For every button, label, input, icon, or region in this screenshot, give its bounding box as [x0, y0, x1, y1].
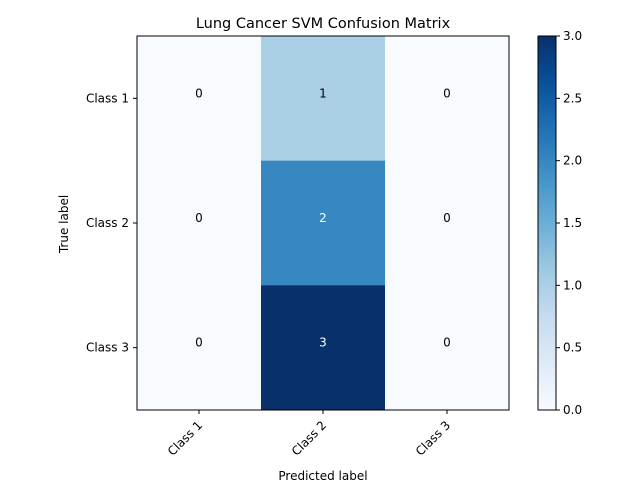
matrix-cell [385, 36, 510, 162]
matrix-cell [261, 160, 386, 286]
cell-value-label: 0 [443, 86, 451, 100]
colorbar-tick-label: 1.5 [563, 216, 582, 230]
matrix-cell [137, 285, 262, 411]
colorbar-tick-label: 0.5 [563, 341, 582, 355]
y-axis-label: True label [57, 195, 71, 254]
cell-value-label: 0 [195, 86, 203, 100]
matrix-cell [261, 285, 386, 411]
x-tick-label: Class 1 [165, 418, 205, 458]
colorbar: 0.0 0.5 1.0 1.5 2.0 2.5 3.0 [537, 29, 582, 417]
cell-value-label: 1 [319, 86, 327, 100]
matrix-cell [137, 36, 262, 162]
cell-value-label: 0 [195, 336, 203, 350]
matrix-cells: 0 1 0 0 2 0 0 3 0 [137, 36, 510, 411]
y-axis-ticks: Class 1 Class 2 Class 3 [86, 91, 137, 355]
matrix-cell [385, 160, 510, 286]
x-tick-label: Class 3 [413, 418, 453, 458]
x-tick-label: Class 2 [289, 418, 329, 458]
cell-value-label: 0 [443, 336, 451, 350]
cell-value-label: 0 [195, 211, 203, 225]
colorbar-tick-label: 1.0 [563, 278, 582, 292]
colorbar-gradient [537, 35, 557, 411]
matrix-cell [137, 160, 262, 286]
y-tick-label: Class 2 [86, 216, 129, 230]
cell-value-label: 0 [443, 211, 451, 225]
x-axis-label: Predicted label [278, 469, 367, 480]
y-tick-label: Class 1 [86, 91, 129, 105]
colorbar-tick-label: 2.5 [563, 91, 582, 105]
cell-value-label: 2 [319, 211, 327, 225]
chart-title: Lung Cancer SVM Confusion Matrix [196, 16, 451, 32]
colorbar-tick-label: 2.0 [563, 154, 582, 168]
y-tick-label: Class 3 [86, 341, 129, 355]
x-axis-ticks: Class 1 Class 2 Class 3 [165, 410, 453, 459]
cell-value-label: 3 [319, 336, 327, 350]
matrix-cell [385, 285, 510, 411]
matrix-cell [261, 36, 386, 162]
colorbar-tick-label: 0.0 [563, 403, 582, 417]
colorbar-tick-label: 3.0 [563, 29, 582, 43]
